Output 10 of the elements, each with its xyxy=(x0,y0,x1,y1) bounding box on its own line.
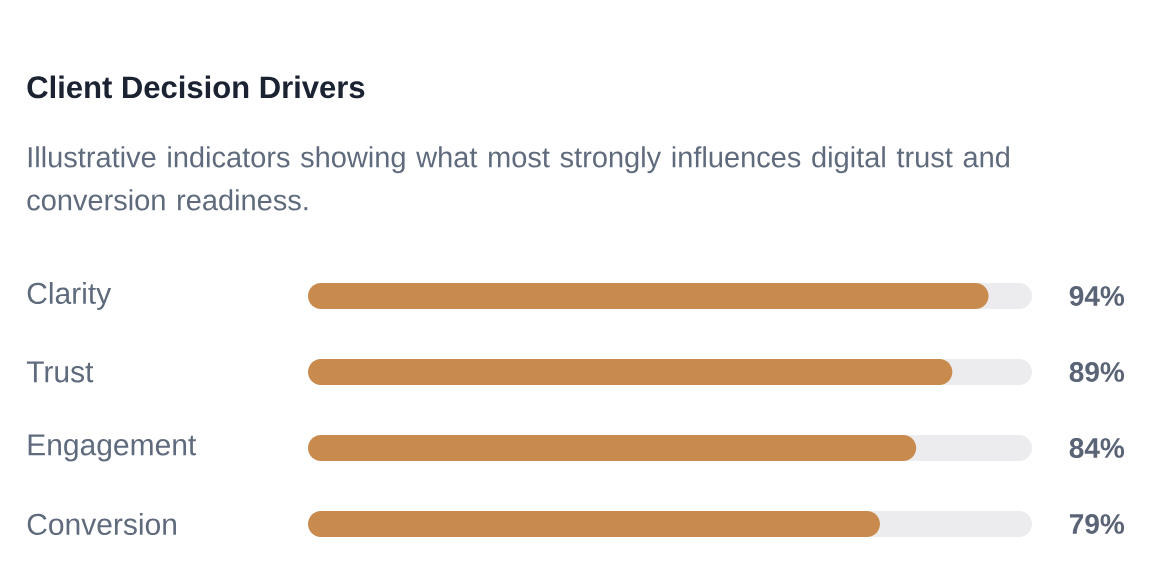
data-label: 84% xyxy=(1069,438,1125,458)
data-label: 94% xyxy=(1069,286,1125,306)
data-label: 79% xyxy=(1069,514,1125,534)
data-label: 89% xyxy=(1069,362,1125,382)
y-tick-label: Conversion xyxy=(27,512,176,536)
y-tick-label: Engagement xyxy=(28,434,197,462)
y-tick-label: Clarity xyxy=(27,282,112,310)
chart-subtitle: Illustrative indicators showing what most strongly influences digital trust and conversion readiness. xyxy=(27,146,1010,211)
y-tick-label: Trust xyxy=(26,361,94,383)
chart-title: Client Decision Drivers xyxy=(27,75,365,99)
